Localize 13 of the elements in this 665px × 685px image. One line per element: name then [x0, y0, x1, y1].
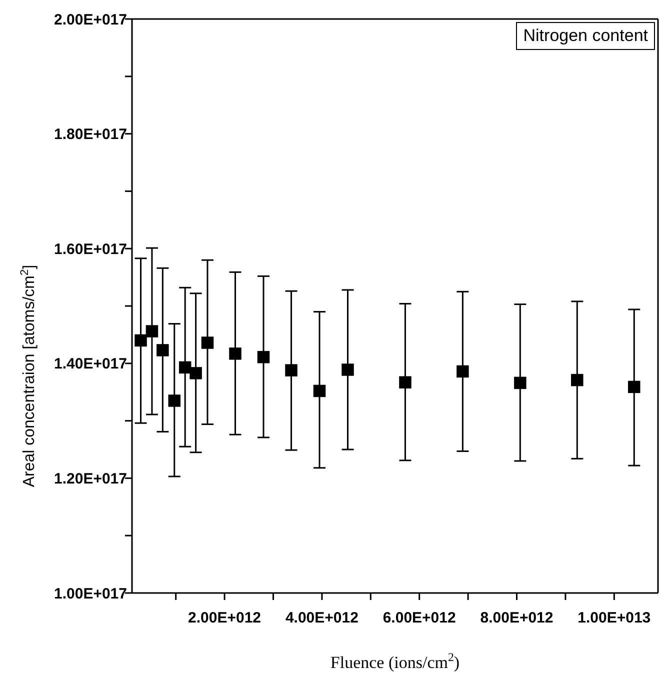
y-tick-label: 1.40E+017 [54, 356, 127, 373]
y-tick-label: 2.00E+017 [54, 11, 127, 28]
x-tick-label: 1.00E+013 [578, 610, 651, 627]
y-tick-label: 1.80E+017 [54, 126, 127, 144]
x-tick-label: 2.00E+012 [188, 610, 262, 627]
x-tick-label: 6.00E+012 [382, 610, 456, 627]
x-tick-label: 8.00E+012 [480, 610, 554, 627]
y-tick-label: 1.20E+017 [54, 470, 127, 488]
x-tick-label: 4.00E+012 [285, 610, 358, 627]
x-axis-title: Fluence (ions/cm$^{2}$) [330, 650, 460, 672]
annotation: Nitrogen content [516, 22, 655, 50]
y-tick-label: 1.60E+017 [54, 240, 127, 258]
y-tick-label: 1.00E+017 [54, 585, 127, 602]
